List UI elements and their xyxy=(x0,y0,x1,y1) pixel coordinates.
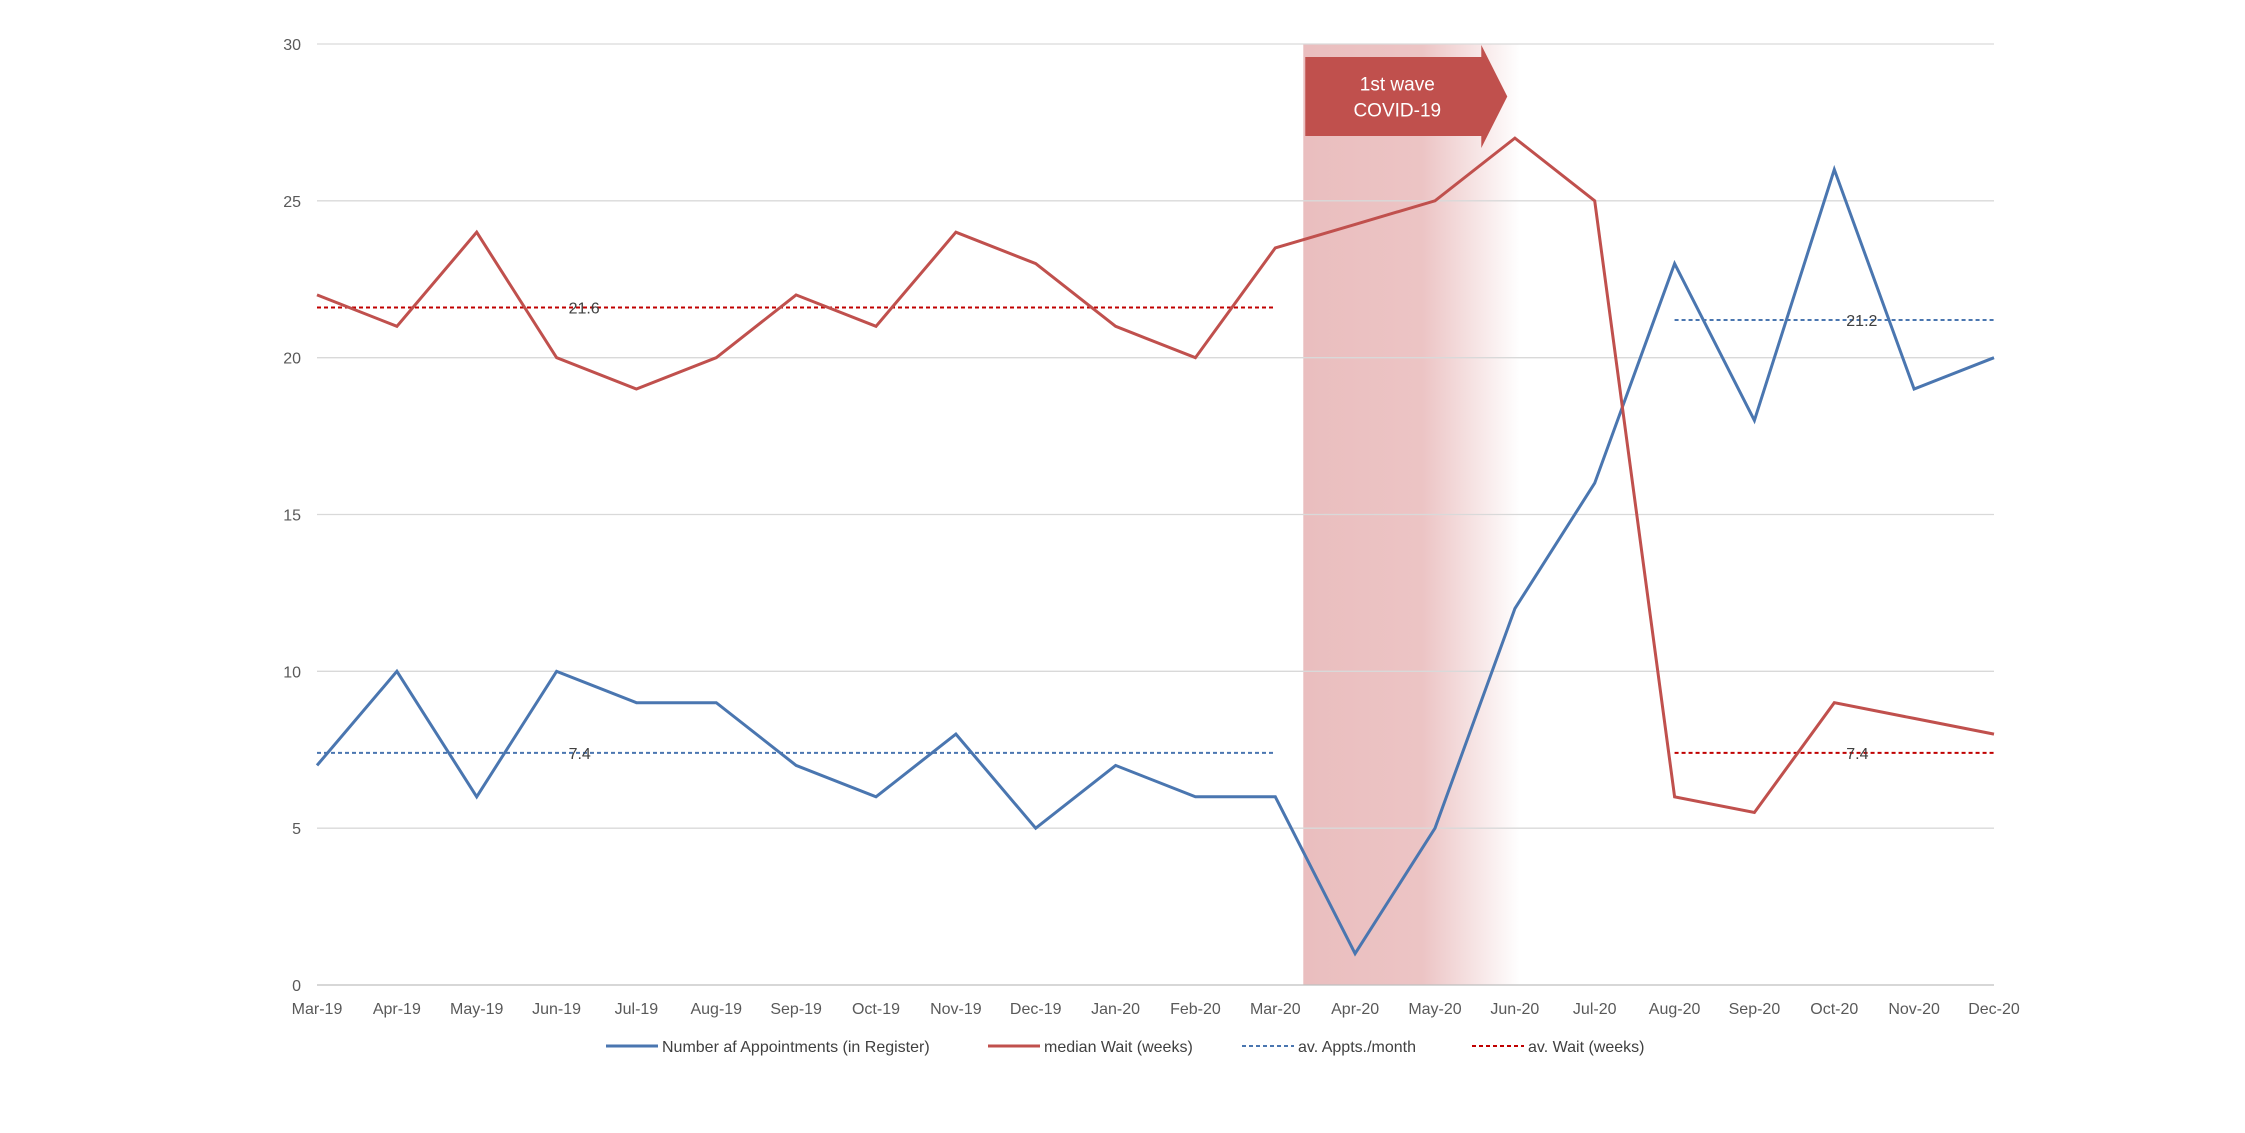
x-tick-label: Mar-20 xyxy=(1250,1001,1301,1018)
y-tick-label: 25 xyxy=(283,194,301,211)
x-tick-label: Feb-20 xyxy=(1170,1001,1221,1018)
covid-arrow xyxy=(1305,45,1508,148)
series-lines xyxy=(315,136,1995,957)
x-tick-label: May-19 xyxy=(450,1001,503,1018)
x-tick-label: Sep-19 xyxy=(770,1001,822,1018)
y-tick-label: 30 xyxy=(283,37,301,54)
x-tick-label: Aug-19 xyxy=(690,1001,742,1018)
x-tick-label: May-20 xyxy=(1408,1001,1461,1018)
axes: 0 5 10 15 20 25 30 Mar-19 Apr-19 May-19 Jun-19 Jul-… xyxy=(283,37,2020,1018)
covid-label-line: COVID-19 xyxy=(1353,101,1441,122)
av-appts-month-legend-label: av. Appts./month xyxy=(1298,1039,1416,1056)
av-appts-month-label: 7.4 xyxy=(569,746,591,763)
x-tick-label: Apr-19 xyxy=(373,1001,421,1018)
x-tick-label: Apr-20 xyxy=(1331,1001,1379,1018)
y-tick-label: 20 xyxy=(283,351,301,368)
x-tick-label: Jan-20 xyxy=(1091,1001,1140,1018)
number-af-appointments-in-register-line xyxy=(315,164,1995,957)
av-wait-weeks-label: 7.4 xyxy=(1846,746,1868,763)
av-wait-weeks-legend-label: av. Wait (weeks) xyxy=(1528,1039,1644,1056)
gridlines xyxy=(317,43,1994,986)
legend: Number af Appointments (in Register) medi… xyxy=(606,1039,1644,1056)
x-tick-label: Oct-19 xyxy=(852,1001,900,1018)
y-tick-label: 15 xyxy=(283,508,301,525)
y-tick-label: 5 xyxy=(292,821,301,838)
y-tick-label: 0 xyxy=(292,978,301,995)
x-tick-label: Jul-19 xyxy=(615,1001,659,1018)
median-wait-weeks-line xyxy=(316,136,1995,815)
covid-label-line: 1st wave xyxy=(1360,75,1435,96)
median-wait-weeks-legend-label: median Wait (weeks) xyxy=(1044,1039,1193,1056)
x-tick-label: Aug-20 xyxy=(1649,1001,1701,1018)
x-tick-label: Nov-19 xyxy=(930,1001,982,1018)
average-lines: 7.4 21.2 21.6 7.4 xyxy=(317,300,1994,763)
x-tick-label: Mar-19 xyxy=(292,1001,343,1018)
x-tick-label: Nov-20 xyxy=(1888,1001,1940,1018)
x-tick-label: Jun-19 xyxy=(532,1001,581,1018)
x-tick-label: Oct-20 xyxy=(1810,1001,1858,1018)
covid-annotation: 1st wave COVID-19 xyxy=(1305,45,1508,148)
x-tick-label: Dec-20 xyxy=(1968,1001,2020,1018)
x-tick-label: Dec-19 xyxy=(1010,1001,1062,1018)
number-af-appointments-in-register-legend-label: Number af Appointments (in Register) xyxy=(662,1039,930,1056)
av-appts-month-label: 21.2 xyxy=(1846,313,1877,330)
x-tick-label: Jun-20 xyxy=(1490,1001,1539,1018)
y-tick-label: 10 xyxy=(283,664,301,681)
x-tick-label: Jul-20 xyxy=(1573,1001,1617,1018)
av-wait-weeks-label: 21.6 xyxy=(569,300,600,317)
x-tick-label: Sep-20 xyxy=(1729,1001,1781,1018)
